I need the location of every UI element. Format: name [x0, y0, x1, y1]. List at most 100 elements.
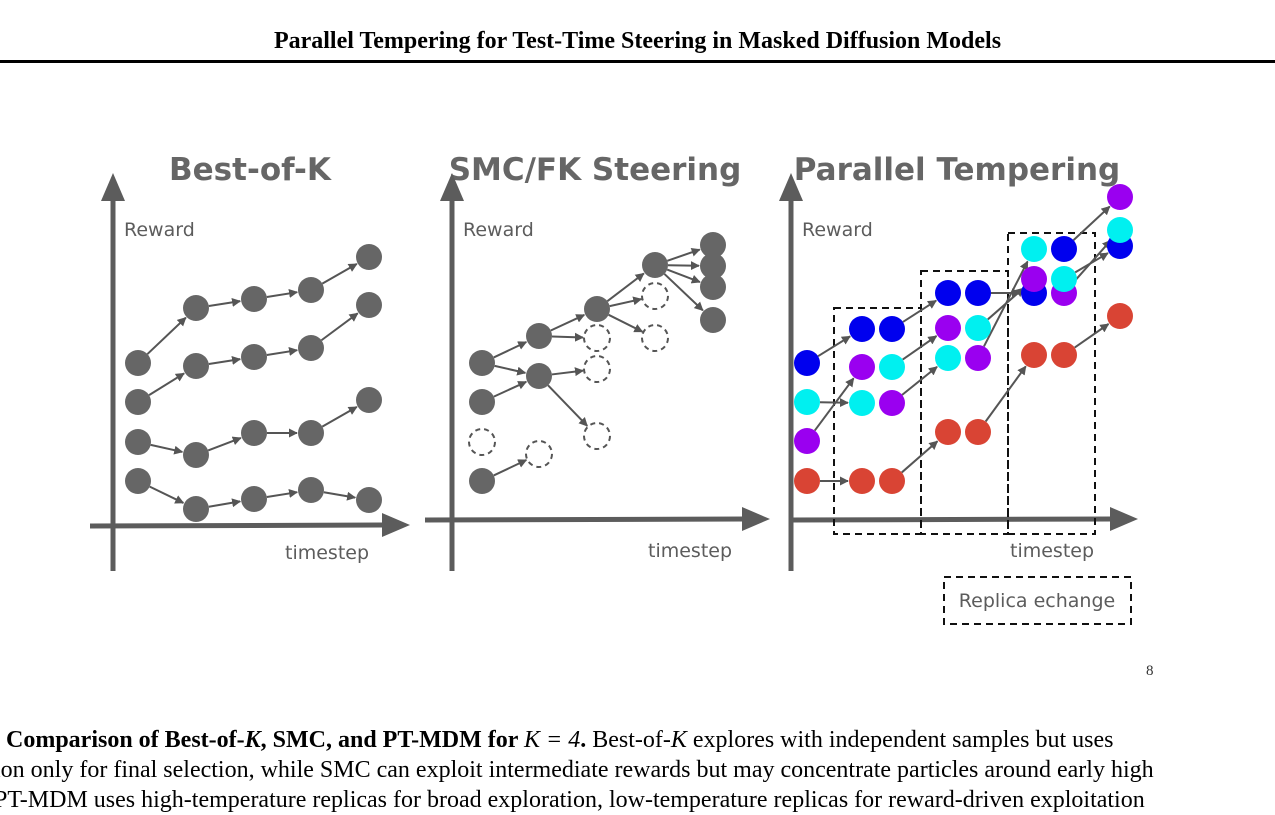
x-axis-label-pt: timestep — [1010, 540, 1094, 562]
bok-node-0-3 — [298, 277, 324, 303]
pt-node-red-19 — [965, 419, 991, 445]
smc-edge-0 — [493, 341, 528, 359]
smc-pruned-node-2 — [583, 324, 611, 352]
pt-node-blue-21 — [1051, 236, 1077, 262]
bok-edge-2-1 — [207, 436, 242, 452]
pt-edge-4 — [902, 299, 937, 323]
exchange-window-2 — [1007, 232, 1096, 535]
bok-node-2-2 — [241, 420, 267, 446]
x-axis-label-best-of-k: timestep — [285, 542, 369, 564]
caption-rest-b: explores with independent samples but us… — [686, 727, 1114, 753]
bok-edge-0-0 — [146, 316, 187, 355]
trajectory-edges — [146, 205, 1112, 508]
bok-node-2-0 — [125, 429, 151, 455]
caption-bold-title: Comparison of Best-of-K, SMC, and PT-MDM… — [6, 727, 524, 753]
smc-node-0 — [469, 350, 495, 376]
smc-node-8 — [700, 253, 726, 279]
caption-math-k-eq-4: K = 4 — [524, 727, 581, 753]
bok-node-3-1 — [183, 496, 209, 522]
bok-node-0-4 — [356, 244, 382, 270]
bok-node-0-1 — [183, 295, 209, 321]
pt-edge-7 — [901, 440, 939, 474]
bok-edge-3-1 — [208, 498, 242, 508]
smc-pruned-node-1 — [525, 440, 553, 468]
x-axis-1 — [424, 516, 747, 523]
pt-node-cyan-15 — [965, 315, 991, 341]
smc-node-6 — [642, 252, 668, 278]
y-axis-label-best-of-k: Reward — [124, 219, 195, 241]
smc-edge-1 — [494, 364, 527, 376]
smc-edge-9 — [609, 296, 643, 308]
bok-edge-3-0 — [149, 485, 185, 504]
figure-caption: . Comparison of Best-of-K, SMC, and PT-M… — [0, 725, 1275, 815]
pt-node-purple-24 — [1021, 266, 1047, 292]
pt-edge-5 — [902, 335, 938, 361]
legend-label: Replica echange — [959, 590, 1115, 612]
bok-node-3-0 — [125, 468, 151, 494]
bok-node-3-3 — [298, 477, 324, 503]
x-axis-0 — [89, 522, 387, 529]
smc-edge-7 — [493, 459, 528, 477]
pt-node-blue-0 — [794, 350, 820, 376]
smc-edge-12 — [667, 261, 700, 271]
bok-edge-1-0 — [148, 372, 185, 396]
caption-bold-a: Comparison of Best-of- — [6, 727, 245, 753]
trajectory-nodes — [125, 184, 1133, 522]
smc-edge-3 — [550, 314, 586, 332]
bok-node-3-2 — [241, 486, 267, 512]
pt-node-blue-13 — [965, 280, 991, 306]
smc-pruned-node-0 — [468, 428, 496, 456]
caption-line-2: ion only for final selection, while SMC … — [0, 757, 1154, 783]
pt-node-purple-2 — [794, 428, 820, 454]
bok-node-1-0 — [125, 389, 151, 415]
bok-node-2-4 — [356, 387, 382, 413]
panel-title-best-of-k: Best-of-K — [169, 152, 332, 188]
running-header: Parallel Tempering for Test-Time Steerin… — [273, 28, 1002, 54]
pt-node-cyan-1 — [794, 389, 820, 415]
bok-edge-0-2 — [266, 289, 299, 298]
smc-pruned-node-4 — [583, 422, 611, 450]
smc-pruned-node-5 — [641, 282, 669, 310]
smc-node-2 — [469, 468, 495, 494]
bok-node-3-4 — [356, 487, 382, 513]
bok-node-1-1 — [183, 353, 209, 379]
y-axis-label-smc: Reward — [463, 219, 534, 241]
axes-group — [89, 173, 1138, 571]
caption-rest-math: K — [670, 727, 687, 753]
pt-node-purple-6 — [849, 354, 875, 380]
bok-edge-2-3 — [321, 406, 358, 428]
smc-node-4 — [526, 363, 552, 389]
caption-math-k: K — [244, 727, 261, 753]
pt-node-purple-14 — [935, 315, 961, 341]
pt-edge-15 — [1074, 323, 1110, 349]
smc-node-10 — [700, 307, 726, 333]
smc-edge-14 — [663, 273, 704, 312]
pt-node-purple-17 — [965, 345, 991, 371]
exchange-window-0 — [833, 307, 922, 535]
pt-node-red-27 — [1051, 342, 1077, 368]
smc-edge-5 — [551, 367, 584, 377]
pt-node-cyan-29 — [1107, 217, 1133, 243]
pt-edge-2 — [813, 377, 855, 432]
pt-edge-6 — [901, 365, 938, 396]
pt-node-red-11 — [879, 468, 905, 494]
bok-node-0-2 — [241, 286, 267, 312]
pt-node-cyan-7 — [879, 354, 905, 380]
pt-node-red-18 — [935, 419, 961, 445]
caption-rest-a: Best-of- — [586, 727, 671, 753]
smc-pruned-node-3 — [583, 355, 611, 383]
pt-node-purple-9 — [879, 390, 905, 416]
x-axis-arrowhead-2 — [1110, 507, 1138, 531]
pt-node-red-10 — [849, 468, 875, 494]
bok-edge-0-1 — [208, 297, 242, 307]
bok-node-2-1 — [183, 442, 209, 468]
bok-edge-3-2 — [266, 489, 299, 498]
bok-edge-1-1 — [208, 355, 242, 365]
panel-title-smc: SMC/FK Steering — [449, 152, 742, 188]
y-axis-arrowhead-1 — [440, 173, 464, 201]
pt-node-cyan-20 — [1021, 236, 1047, 262]
header-rule — [0, 60, 1275, 63]
x-axis-arrowhead-0 — [382, 513, 410, 537]
smc-edge-6 — [547, 384, 588, 427]
smc-edge-2 — [493, 380, 528, 398]
